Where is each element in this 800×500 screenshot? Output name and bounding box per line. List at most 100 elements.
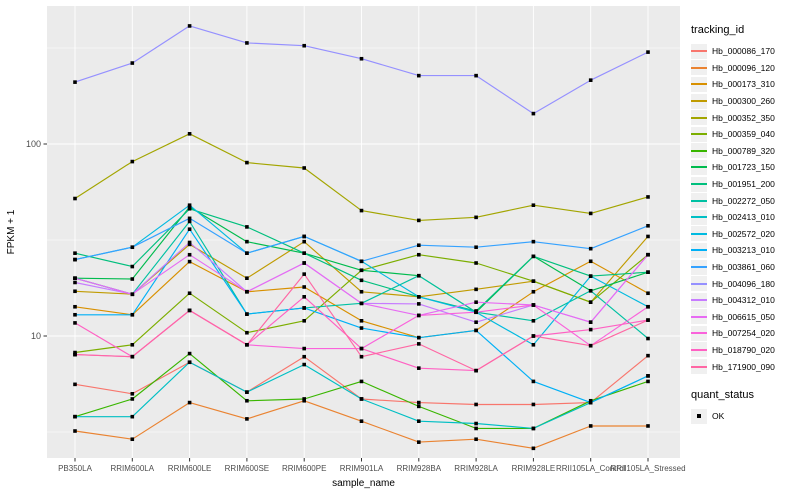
legend-item-Hb_000359_040: Hb_000359_040: [691, 126, 799, 143]
data-point: [588, 343, 593, 348]
data-point: [417, 400, 421, 405]
data-point: [359, 208, 364, 213]
legend-label: Hb_001723_150: [712, 162, 775, 173]
data-point: [588, 246, 593, 251]
data-point: [646, 291, 650, 296]
data-point: [302, 239, 306, 244]
data-point: [417, 335, 421, 340]
data-point: [474, 310, 478, 315]
data-point: [130, 397, 135, 401]
data-point: [302, 261, 306, 265]
data-point: [531, 289, 536, 294]
data-point: [302, 318, 306, 323]
data-point: [187, 308, 192, 313]
data-point: [359, 379, 364, 384]
data-point: [474, 245, 478, 250]
data-point: [417, 73, 421, 78]
data-point: [646, 270, 650, 274]
data-point: [646, 318, 650, 322]
data-point: [359, 301, 364, 306]
data-point: [474, 368, 478, 373]
data-point: [417, 243, 421, 248]
data-point: [130, 414, 135, 419]
data-point: [245, 390, 249, 394]
y-axis-title: FPKM + 1: [6, 209, 17, 254]
legend-key-icon: [691, 176, 707, 192]
legend-item-Hb_003861_060: Hb_003861_060: [691, 259, 799, 276]
data-point: [245, 312, 249, 316]
data-point: [187, 242, 192, 247]
data-point: [73, 80, 77, 84]
legend-label: Hb_002572_020: [712, 228, 775, 239]
legend-label: Hb_002413_010: [712, 212, 775, 223]
data-point: [474, 402, 478, 407]
point-square-icon: [697, 414, 701, 419]
legend-key-icon: [691, 110, 707, 126]
data-point: [302, 354, 306, 359]
legend-line-swatch: [691, 315, 707, 318]
data-point: [417, 273, 421, 278]
legend-item-Hb_003213_010: Hb_003213_010: [691, 242, 799, 259]
data-point: [474, 421, 478, 426]
legend: tracking_id Hb_000086_170 Hb_000096_120 Hb…: [691, 24, 799, 424]
x-tick-label: PB350LA: [58, 464, 92, 473]
data-point: [646, 304, 650, 309]
data-point: [187, 291, 192, 296]
data-point: [187, 351, 192, 356]
data-point: [130, 277, 135, 281]
data-point: [417, 440, 421, 444]
data-point: [130, 292, 135, 297]
x-tick-label: RRIM600LA: [111, 464, 155, 473]
data-point: [646, 223, 650, 228]
legend-label: Hb_007254_020: [712, 328, 775, 339]
data-point: [531, 402, 536, 407]
legend-label: Hb_018790_020: [712, 344, 775, 355]
data-point: [187, 24, 192, 28]
data-point: [646, 195, 650, 199]
legend-label: OK: [712, 411, 725, 422]
data-point: [646, 336, 650, 341]
data-point: [417, 366, 421, 370]
data-point: [245, 342, 249, 347]
data-point: [302, 234, 306, 239]
legend-label: Hb_001951_200: [712, 179, 775, 190]
legend-key-icon: [691, 193, 707, 209]
data-point: [474, 300, 478, 304]
legend-key-icon: [691, 209, 707, 225]
legend-key-icon: [691, 60, 707, 76]
data-point: [130, 245, 135, 250]
data-point: [646, 379, 650, 384]
data-point: [245, 276, 249, 281]
legend-key-icon: [691, 342, 707, 358]
y-tick-label: 10: [31, 331, 41, 341]
data-point: [245, 251, 249, 255]
data-point: [646, 424, 650, 428]
data-point: [588, 327, 593, 332]
data-point: [646, 252, 650, 257]
data-point: [73, 350, 77, 355]
legend-line-swatch: [691, 299, 707, 302]
legend-line-swatch: [691, 249, 707, 252]
legend-line-swatch: [691, 266, 707, 269]
x-axis-title: sample_name: [332, 478, 395, 489]
data-point: [588, 398, 593, 403]
data-point: [474, 437, 478, 442]
data-point: [187, 132, 192, 136]
legend-key-icon: [691, 325, 707, 341]
data-point: [130, 437, 135, 442]
legend-item-Hb_004096_180: Hb_004096_180: [691, 275, 799, 292]
data-point: [73, 382, 77, 387]
data-point: [474, 320, 478, 324]
legend-item-Hb_001723_150: Hb_001723_150: [691, 159, 799, 176]
data-point: [588, 274, 593, 278]
legend-item-Hb_007254_020: Hb_007254_020: [691, 325, 799, 342]
legend-key-icon: [691, 259, 707, 275]
legend-key-icon: [691, 159, 707, 175]
data-point: [588, 259, 593, 264]
data-point: [245, 330, 249, 335]
legend-key-icon: [691, 276, 707, 292]
data-point: [73, 289, 77, 294]
data-point: [474, 426, 478, 431]
legend-label: Hb_003861_060: [712, 262, 775, 273]
